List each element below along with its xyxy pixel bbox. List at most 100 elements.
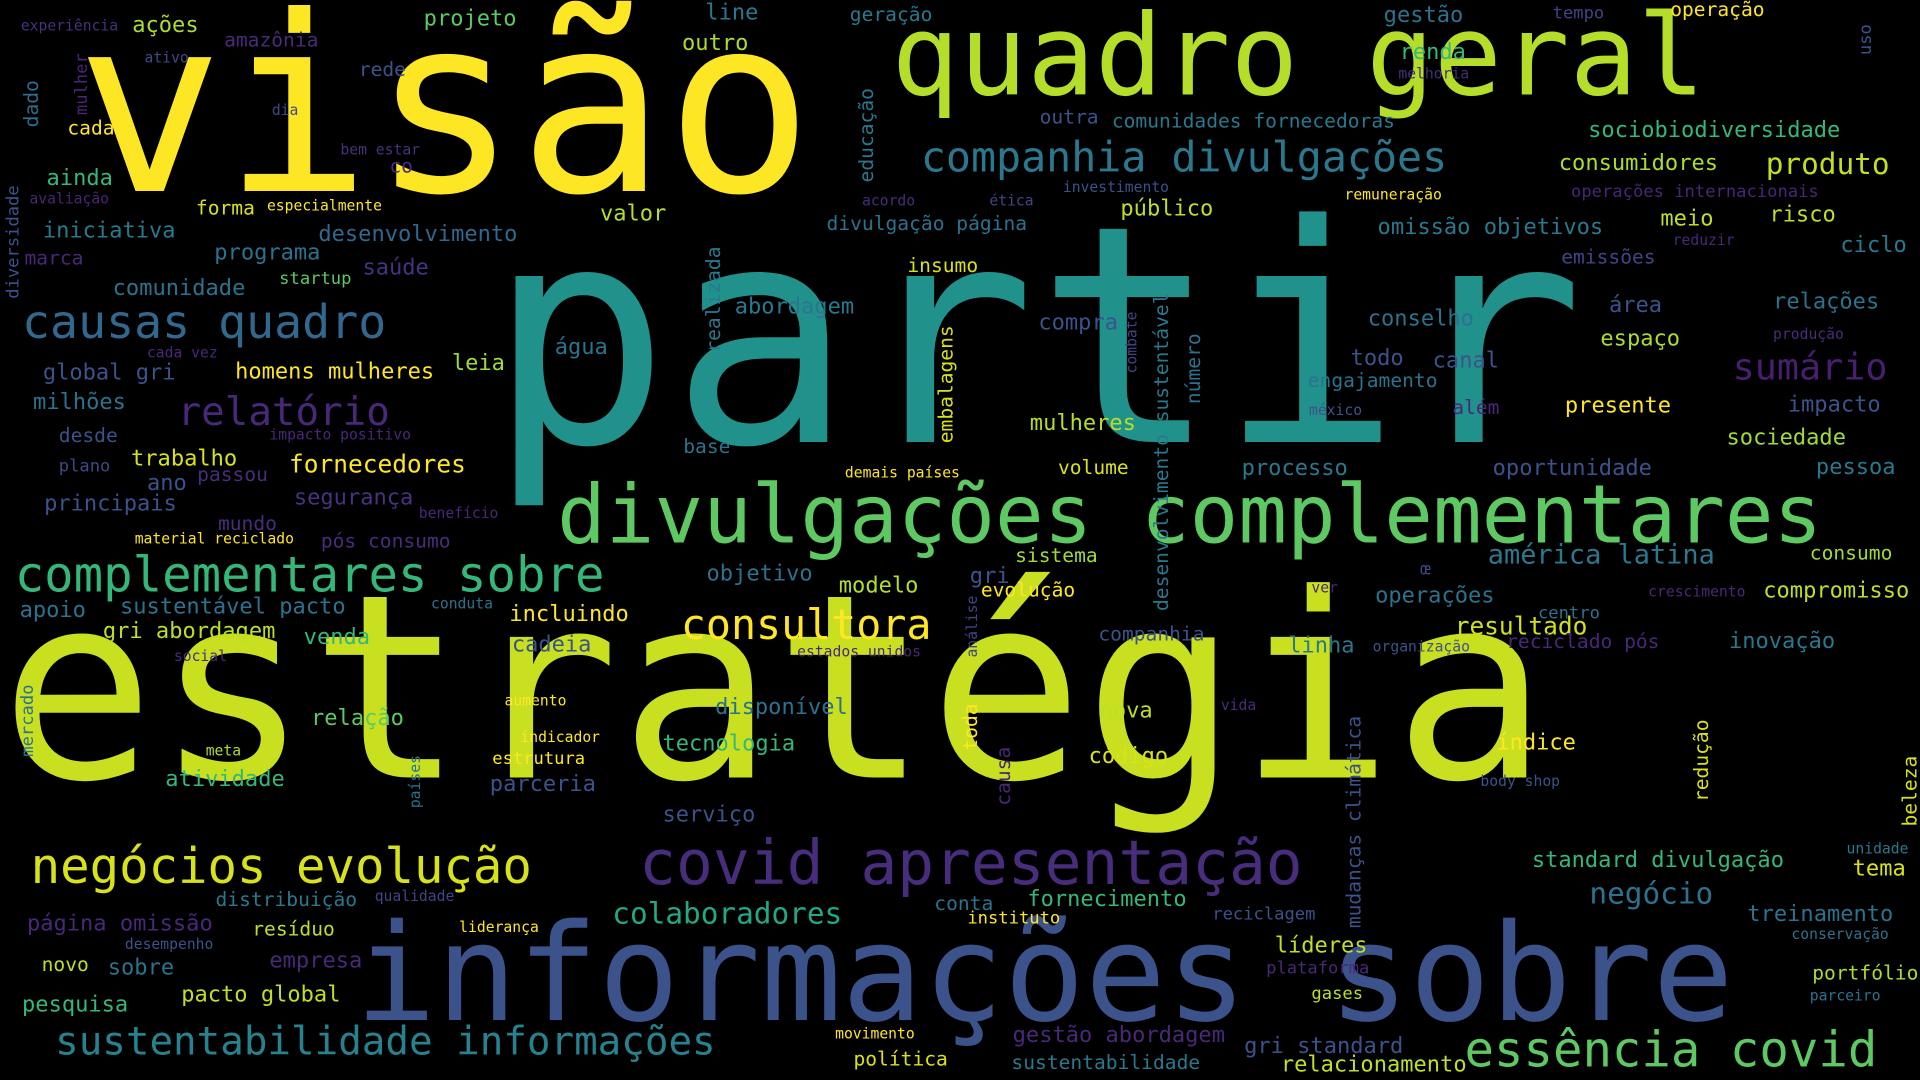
word-plataforma: plataforma bbox=[1266, 958, 1370, 979]
word-body-shop: body shop bbox=[1480, 772, 1561, 790]
word-produto: produto bbox=[1765, 146, 1890, 182]
word-apoio: apoio bbox=[19, 597, 86, 624]
word-avaliacao: avaliação bbox=[29, 189, 110, 207]
word-venda: venda bbox=[303, 624, 371, 651]
word-espaco: espaço bbox=[1600, 325, 1681, 352]
word-etica: ética bbox=[989, 192, 1034, 210]
word-portfolio: portfólio bbox=[1812, 961, 1919, 985]
word-meio: meio bbox=[1660, 205, 1714, 232]
word-mulher: mulher bbox=[72, 53, 92, 116]
word-consumidores: consumidores bbox=[1558, 150, 1719, 177]
word-organizacao: organização bbox=[1372, 637, 1470, 656]
word-amazonia: amazônia bbox=[224, 28, 319, 52]
word-sociedade: sociedade bbox=[1726, 424, 1846, 451]
word-novo: novo bbox=[41, 952, 89, 976]
word-pos-consumo: pós consumo bbox=[320, 528, 451, 553]
word-beleza: beleza bbox=[1897, 755, 1920, 827]
word-conselho: conselho bbox=[1367, 306, 1474, 332]
word-sobre: sobre bbox=[107, 955, 175, 981]
word-dado: dado bbox=[19, 80, 43, 128]
word-programa: programa bbox=[214, 240, 321, 266]
word-beneficio: benefício bbox=[418, 504, 499, 522]
word-canal: canal bbox=[1432, 347, 1500, 374]
word-consultora: consultora bbox=[680, 601, 932, 651]
word-cadeia: cadeia bbox=[511, 631, 592, 658]
word-desempenho: desempenho bbox=[124, 935, 214, 953]
word-disponivel: disponível bbox=[715, 694, 848, 721]
word-empresa: empresa bbox=[269, 947, 363, 974]
word-mudancas-climatica: mudanças climática bbox=[1342, 715, 1366, 929]
word-omissao-objetivos: omissão objetivos bbox=[1377, 214, 1604, 241]
word-forma: forma bbox=[195, 195, 255, 220]
word-alem: além bbox=[1452, 395, 1500, 419]
word-projeto: projeto bbox=[423, 6, 517, 32]
word-relacionamento: relacionamento bbox=[1280, 1051, 1467, 1078]
word-cada: cada bbox=[67, 116, 115, 140]
word-consumo: consumo bbox=[1809, 541, 1893, 565]
word-residuo: resíduo bbox=[252, 917, 335, 941]
word-insumo: insumo bbox=[907, 253, 979, 277]
word-centro: centro bbox=[1537, 603, 1600, 624]
word-remuneracao: remuneração bbox=[1344, 186, 1442, 204]
word-estrategia: estratégia bbox=[0, 538, 1549, 839]
word-mulheres: mulheres bbox=[1029, 410, 1136, 436]
word-desenvolvimento: desenvolvimento bbox=[318, 221, 518, 248]
word-passou: passou bbox=[197, 462, 268, 487]
word-atividade: atividade bbox=[165, 766, 285, 793]
word-causa: causa bbox=[991, 746, 1016, 806]
word-operacoes: operações bbox=[1375, 582, 1495, 609]
word-sustentavel-pacto: sustentável pacto bbox=[120, 593, 346, 620]
word-codigo: código bbox=[1088, 743, 1169, 769]
word-bem-estar: bem estar bbox=[340, 140, 421, 158]
word-pesquisa: pesquisa bbox=[22, 991, 129, 1018]
word-educacao: educação bbox=[854, 88, 878, 183]
word-reducao: redução bbox=[1689, 719, 1714, 803]
word-compromisso: compromisso bbox=[1763, 577, 1910, 604]
word-essencia-covid: essência covid bbox=[1464, 1022, 1878, 1079]
word-conta: conta bbox=[934, 891, 994, 915]
word-valor: valor bbox=[600, 200, 667, 227]
word-sustentabilidade: sustentabilidade bbox=[1011, 1050, 1201, 1074]
word-indicador: indicador bbox=[520, 728, 601, 746]
word-visao: visão bbox=[75, 0, 814, 250]
word-impacto-positivo: impacto positivo bbox=[269, 426, 411, 444]
word-servico: serviço bbox=[662, 802, 756, 828]
word-colaboradores: colaboradores bbox=[612, 896, 843, 931]
word-oportunidade: oportunidade bbox=[1492, 455, 1652, 482]
word-desde: desde bbox=[58, 423, 118, 447]
word-divulgacoes-complementares: divulgações complementares bbox=[557, 467, 1823, 563]
word-crescimento: crescimento bbox=[1648, 582, 1746, 601]
word-modelo: modelo bbox=[838, 573, 919, 599]
word-conservacao: conservação bbox=[1791, 925, 1889, 943]
word-acoes: ações bbox=[132, 12, 199, 38]
word-co: co bbox=[389, 154, 413, 178]
word-cada-vez: cada vez bbox=[146, 344, 218, 362]
word-tempo: tempo bbox=[1552, 3, 1605, 24]
word-ainda: ainda bbox=[46, 165, 113, 192]
word-toda: toda bbox=[958, 703, 983, 751]
word-relacoes: relações bbox=[1773, 288, 1880, 315]
word-nova: nova bbox=[1099, 697, 1153, 724]
word-line: line bbox=[705, 0, 759, 26]
word-partir: partir bbox=[487, 161, 1585, 515]
word-startup: startup bbox=[279, 269, 352, 289]
word-experiencia: experiência bbox=[20, 17, 119, 35]
word-realizada: realizada bbox=[701, 246, 725, 353]
word-seguranca: segurança bbox=[293, 484, 414, 511]
word-numero: número bbox=[1181, 333, 1205, 405]
word-meta: meta bbox=[205, 742, 242, 760]
word-sociobiodiversidade: sociobiodiversidade bbox=[1588, 117, 1841, 144]
word-estados-unidos: estados unidos bbox=[797, 642, 922, 661]
word-plano: plano bbox=[58, 456, 111, 477]
word-lideranca: liderança bbox=[459, 918, 539, 936]
word-acordo: acordo bbox=[862, 192, 916, 210]
word-demais-paises: demais países bbox=[844, 464, 960, 482]
word-paises: países bbox=[406, 755, 424, 809]
word-america-latina: américa latina bbox=[1487, 540, 1715, 571]
word-incluindo: incluindo bbox=[509, 601, 629, 627]
word-risco: risco bbox=[1769, 202, 1836, 228]
word-gases: gases bbox=[1311, 984, 1364, 1005]
word-relacao: relação bbox=[311, 705, 404, 732]
word-objetivo: objetivo bbox=[706, 560, 813, 587]
